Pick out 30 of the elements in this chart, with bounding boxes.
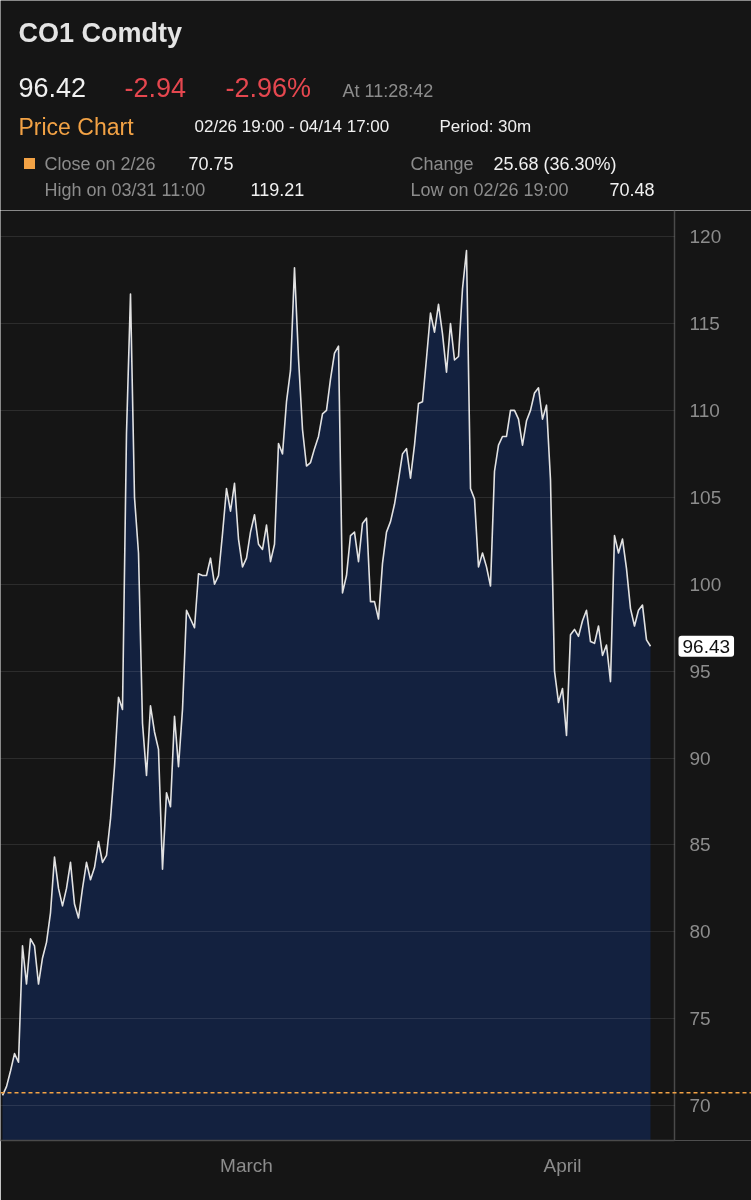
text: High on 03/31 11:00 (44, 179, 206, 200)
text: 25.68 (36.30%) (493, 153, 617, 174)
y-tick-label: 105 (689, 486, 722, 508)
text: -2.96% (225, 72, 312, 103)
y-tick-label: 95 (689, 660, 711, 682)
chart-subtitle: Price Chart (18, 113, 135, 140)
text: 119.21 (250, 180, 305, 200)
y-tick-label: 80 (689, 921, 711, 943)
text: 96.43 (682, 635, 731, 657)
y-tick-label: 115 (689, 312, 720, 334)
text: -2.94 (124, 73, 187, 103)
text: Change (410, 153, 474, 174)
legend-label: Close on 2/26 (44, 153, 156, 174)
y-tick-label: 85 (689, 834, 711, 856)
x-tick-label: April (543, 1154, 582, 1176)
y-tick-label: 100 (689, 573, 722, 595)
y-tick-label: 90 (689, 747, 711, 769)
y-tick-label: 110 (689, 399, 720, 421)
text: 02/26 19:00 - 04/14 17:00 (194, 117, 390, 136)
text: 70.48 (609, 180, 655, 200)
y-tick-label: 120 (689, 226, 722, 248)
text: Low on 02/26 19:00 (410, 179, 569, 200)
y-tick-label: 70 (689, 1095, 711, 1117)
x-tick-label: March (220, 1154, 273, 1176)
text: 96.42 (18, 73, 87, 103)
chart-title: CO1 Comdty (18, 17, 183, 48)
text: At 11:28:42 (342, 80, 434, 101)
y-tick-label: 75 (689, 1008, 711, 1030)
text: 70.75 (188, 154, 234, 174)
text: Period: 30m (439, 117, 532, 136)
